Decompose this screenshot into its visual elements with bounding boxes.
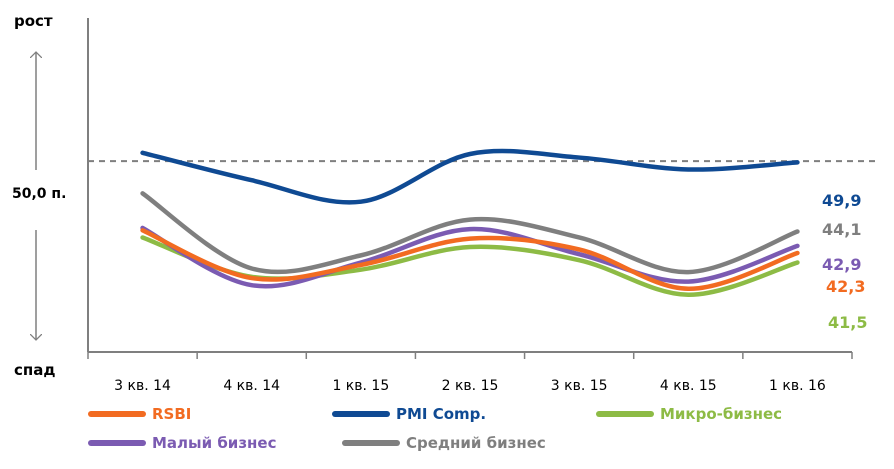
legend-item-medium: Средний бизнес <box>342 434 546 452</box>
x-tick-label: 4 кв. 15 <box>660 378 717 394</box>
legend-item-pmi: PMI Comp. <box>332 405 596 423</box>
y-bottom-label: спад <box>14 361 56 379</box>
legend-row-2: Малый бизнес Средний бизнес <box>88 434 546 452</box>
axes <box>36 18 876 359</box>
legend-item-micro: Микро-бизнес <box>596 405 782 423</box>
legend-line-rsbi <box>88 411 146 417</box>
legend-line-medium <box>342 440 400 446</box>
legend-line-micro <box>596 411 654 417</box>
legend-label-micro: Микро-бизнес <box>660 405 783 423</box>
legend-line-small <box>88 440 146 446</box>
series-line-rsbi <box>140 228 800 292</box>
x-tick-label: 2 кв. 15 <box>442 378 499 394</box>
legend-row-1: RSBI PMI Comp. Микро-бизнес <box>88 405 782 423</box>
legend-label-pmi: PMI Comp. <box>396 405 487 423</box>
series-layer <box>140 148 800 297</box>
legend-label-small: Малый бизнес <box>152 434 277 452</box>
x-tick-label: 3 кв. 14 <box>114 378 171 394</box>
end-value-label: 44,1 <box>822 220 861 239</box>
line-chart: рост спад 50,0 п. 3 кв. 14 4 кв. 14 1 кв. 15 2… <box>12 12 876 394</box>
end-value-label: 42,9 <box>822 255 861 274</box>
legend-line-pmi <box>332 411 390 417</box>
legend-item-small: Малый бизнес <box>88 434 342 452</box>
series-line-pmi-comp <box>140 148 800 205</box>
series-line-small-business <box>140 225 800 289</box>
series-line-medium-business <box>140 191 800 275</box>
reference-line-label: 50,0 п. <box>12 186 66 202</box>
x-tick-label: 1 кв. 16 <box>769 378 826 394</box>
x-tick-label: 3 кв. 15 <box>551 378 608 394</box>
legend-label-medium: Средний бизнес <box>406 434 546 452</box>
x-tick-label: 1 кв. 15 <box>332 378 389 394</box>
end-value-label: 49,9 <box>822 191 861 210</box>
y-top-label: рост <box>14 12 53 30</box>
end-value-label: 41,5 <box>828 313 867 332</box>
legend-item-rsbi: RSBI <box>88 405 332 423</box>
legend-label-rsbi: RSBI <box>152 405 192 423</box>
end-value-label: 42,3 <box>826 277 865 296</box>
labels-layer: рост спад 50,0 п. 3 кв. 14 4 кв. 14 1 кв. 15 2… <box>12 12 867 394</box>
x-tick-label: 4 кв. 14 <box>223 378 280 394</box>
